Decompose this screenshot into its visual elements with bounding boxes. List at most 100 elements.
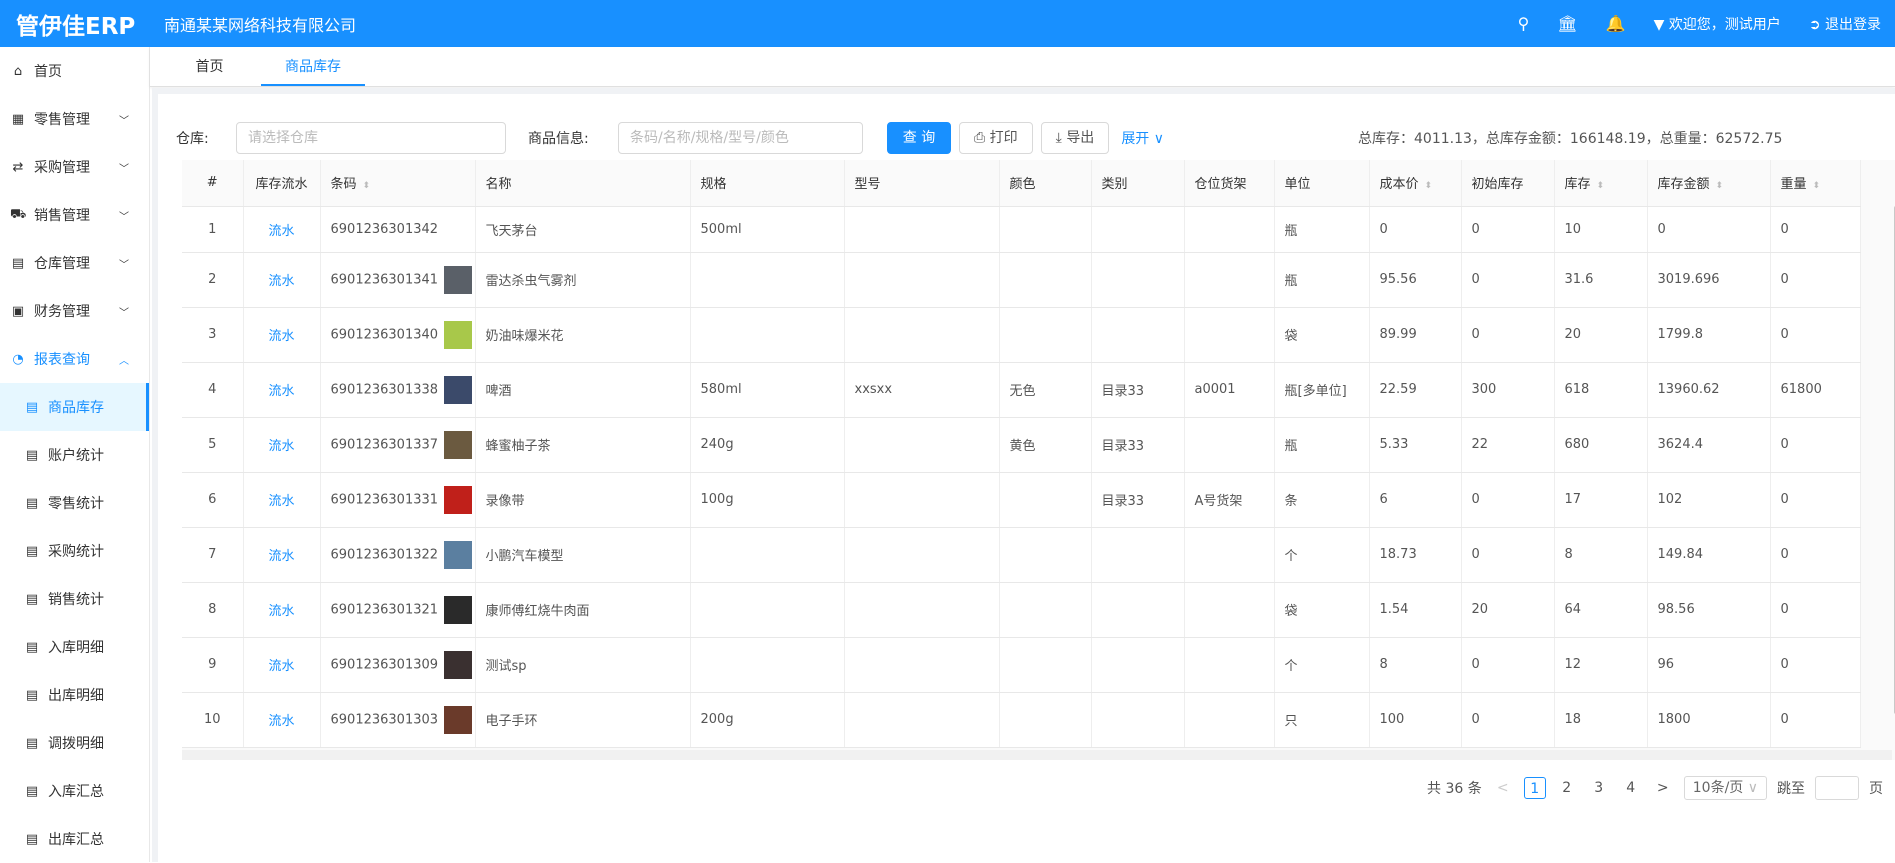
column-header[interactable]: 成本价 ⬍: [1369, 160, 1462, 207]
cell-value[interactable]: 流水: [268, 659, 295, 674]
sidebar-item-0[interactable]: ⌂ 首页: [0, 47, 149, 95]
expand-toggle[interactable]: 展开 ∨: [1121, 128, 1164, 148]
table-cell: 瓶: [1274, 206, 1370, 253]
sidebar-subitem-9[interactable]: ▤ 出库汇总: [0, 815, 149, 863]
tab-inventory[interactable]: 商品库存: [261, 47, 365, 86]
query-button[interactable]: 查 询: [887, 122, 951, 154]
cell-value: a0001: [1194, 382, 1236, 397]
cell-value[interactable]: 流水: [268, 274, 295, 289]
column-header[interactable]: 重量 ⬍: [1770, 160, 1861, 207]
table-cell: 瓶[多单位]: [1274, 362, 1370, 418]
product-thumbnail[interactable]: [444, 540, 473, 569]
product-thumbnail[interactable]: [444, 265, 473, 294]
product-thumbnail[interactable]: [444, 430, 473, 459]
table-cell[interactable]: 流水: [243, 362, 321, 418]
table-cell[interactable]: 流水: [243, 206, 321, 253]
page-1[interactable]: 1: [1523, 777, 1546, 799]
sidebar-item-6[interactable]: ◔ 报表查询 ︿: [0, 335, 149, 383]
table-cell[interactable]: 流水: [243, 472, 321, 528]
sidebar-subitem-6[interactable]: ▤ 出库明细: [0, 671, 149, 719]
product-thumbnail[interactable]: [444, 320, 473, 349]
product-thumbnail[interactable]: [444, 595, 473, 624]
page-3[interactable]: 3: [1594, 780, 1604, 796]
sidebar-subitem-label: 账户统计: [48, 448, 104, 464]
table-cell: [1184, 692, 1275, 748]
table-cell: 0: [1647, 206, 1771, 253]
print-button[interactable]: ⎙ 打印: [959, 122, 1033, 154]
page-size-select[interactable]: 10条/页 ∨: [1683, 776, 1767, 800]
table-cell[interactable]: 流水: [243, 307, 321, 363]
sidebar-subitem-4[interactable]: ▤ 销售统计: [0, 575, 149, 623]
table-cell: 目录33: [1091, 362, 1185, 418]
table-cell[interactable]: 流水: [243, 692, 321, 748]
printer-icon: ⎙: [974, 130, 986, 146]
table-row: 1 流水 6901236301342 飞天茅台 500ml 瓶 0 0 10 0 0: [182, 206, 1861, 253]
cell-value[interactable]: 流水: [268, 329, 295, 344]
page-2[interactable]: 2: [1562, 780, 1572, 796]
page-4[interactable]: 4: [1626, 780, 1636, 796]
cell-value: 6: [208, 492, 217, 507]
cell-value[interactable]: 流水: [268, 384, 295, 399]
sort-icon[interactable]: ⬍: [1596, 181, 1605, 192]
cell-value[interactable]: 流水: [268, 439, 295, 454]
logout-button[interactable]: ➲ 退出登录: [1809, 14, 1881, 34]
sidebar-subitem-3[interactable]: ▤ 采购统计: [0, 527, 149, 575]
cell-value[interactable]: 流水: [268, 714, 295, 729]
bell-icon[interactable]: 🔔: [1605, 14, 1626, 33]
table-cell: [1184, 307, 1275, 363]
product-thumbnail[interactable]: [444, 375, 473, 404]
sidebar-subitem-7[interactable]: ▤ 调拨明细: [0, 719, 149, 767]
sidebar-item-1[interactable]: ▦ 零售管理 ﹀: [0, 95, 149, 143]
sort-icon[interactable]: ⬍: [1812, 181, 1821, 192]
horizontal-scrollbar[interactable]: [182, 750, 1892, 760]
sidebar-subitem-8[interactable]: ▤ 入库汇总: [0, 767, 149, 815]
user-menu[interactable]: ▼ 欢迎您，测试用户: [1654, 14, 1781, 34]
warehouse-label: 仓库:: [176, 131, 209, 147]
table-cell[interactable]: 流水: [243, 637, 321, 693]
cell-value[interactable]: 流水: [268, 494, 295, 509]
cell-value[interactable]: 流水: [268, 549, 295, 564]
sidebar-item-4[interactable]: ▤ 仓库管理 ﹀: [0, 239, 149, 287]
column-header[interactable]: 库存 ⬍: [1554, 160, 1648, 207]
sort-icon[interactable]: ⬍: [1715, 181, 1724, 192]
sidebar-subitem-0[interactable]: ▤ 商品库存: [0, 383, 149, 431]
table-cell: 条: [1274, 472, 1370, 528]
goods-input[interactable]: 条码/名称/规格/型号/颜色: [618, 122, 863, 154]
table-cell[interactable]: 流水: [243, 252, 321, 308]
warehouse-select[interactable]: 请选择仓库: [236, 122, 506, 154]
product-thumbnail[interactable]: [444, 485, 473, 514]
cell-value: 0: [1471, 547, 1480, 562]
next-page-button[interactable]: >: [1656, 780, 1669, 796]
sidebar-subitem-1[interactable]: ▤ 账户统计: [0, 431, 149, 479]
table-cell[interactable]: 流水: [243, 582, 321, 638]
column-header[interactable]: 库存金额 ⬍: [1647, 160, 1771, 207]
sidebar-item-3[interactable]: ⛟ 销售管理 ﹀: [0, 191, 149, 239]
cell-value[interactable]: 流水: [268, 223, 295, 239]
tab-home[interactable]: 首页: [195, 59, 224, 75]
table-cell: [1091, 252, 1185, 308]
cell-value: 3019.696: [1657, 272, 1720, 287]
sidebar-item-5[interactable]: ▣ 财务管理 ﹀: [0, 287, 149, 335]
cell-value[interactable]: 流水: [268, 604, 295, 619]
column-label: 规格: [700, 177, 727, 193]
bank-icon[interactable]: 🏛: [1557, 14, 1578, 33]
table-cell[interactable]: 流水: [243, 417, 321, 473]
export-button[interactable]: ⤓ 导出: [1040, 122, 1110, 154]
table-cell: 95.56: [1369, 252, 1462, 308]
prev-page-button[interactable]: <: [1496, 780, 1509, 796]
product-thumbnail[interactable]: [444, 650, 473, 679]
column-header[interactable]: 条码 ⬍: [320, 160, 476, 207]
sidebar-item-2[interactable]: ⇄ 采购管理 ﹀: [0, 143, 149, 191]
product-thumbnail[interactable]: [444, 705, 473, 734]
sidebar-subitem-5[interactable]: ▤ 入库明细: [0, 623, 149, 671]
sort-icon[interactable]: ⬍: [362, 181, 371, 192]
cell-value: 0: [1471, 272, 1480, 287]
table-cell: [844, 252, 1000, 308]
table-cell[interactable]: 流水: [243, 527, 321, 583]
column-header: 单位: [1274, 160, 1370, 207]
sort-icon[interactable]: ⬍: [1424, 181, 1433, 192]
sidebar-subitem-2[interactable]: ▤ 零售统计: [0, 479, 149, 527]
jump-page-input[interactable]: [1815, 776, 1859, 800]
search-icon[interactable]: ⚲: [1517, 14, 1530, 33]
cell-value: 0: [1780, 327, 1789, 342]
